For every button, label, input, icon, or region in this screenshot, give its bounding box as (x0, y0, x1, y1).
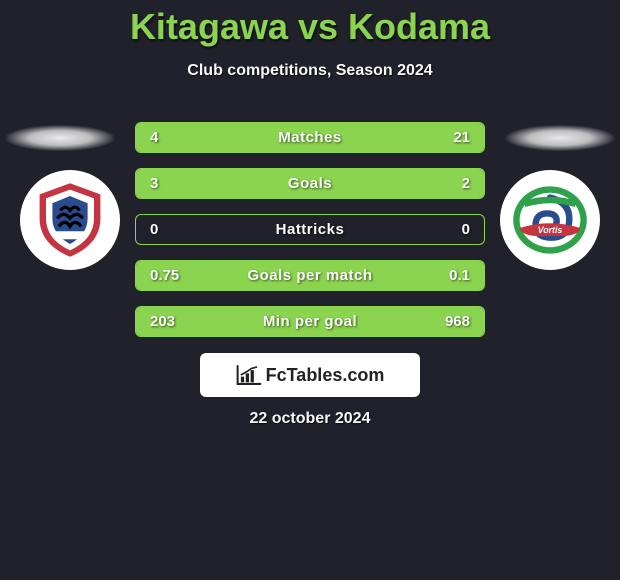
stat-label: Goals (136, 169, 484, 198)
asiatic-crest-icon (30, 180, 110, 260)
crest-shadow-right (505, 125, 615, 151)
tokushima-vortis-crest-icon: Vortis (510, 180, 590, 260)
crest-shadow-left (5, 125, 115, 151)
stat-row: 3 Goals 2 (135, 168, 485, 199)
team-crest-left (20, 170, 120, 270)
page-title: Kitagawa vs Kodama (0, 0, 620, 48)
stat-row: 203 Min per goal 968 (135, 306, 485, 337)
svg-text:Vortis: Vortis (538, 225, 563, 235)
stat-value-right: 0.1 (449, 261, 470, 290)
stat-row: 4 Matches 21 (135, 122, 485, 153)
date-text: 22 october 2024 (0, 410, 620, 428)
stat-label: Hattricks (136, 215, 484, 244)
stat-value-right: 2 (462, 169, 470, 198)
stat-row: 0.75 Goals per match 0.1 (135, 260, 485, 291)
stat-label: Goals per match (136, 261, 484, 290)
stat-row: 0 Hattricks 0 (135, 214, 485, 245)
page-subtitle: Club competitions, Season 2024 (0, 62, 620, 80)
chart-icon (236, 364, 262, 386)
team-crest-right: Vortis (500, 170, 600, 270)
stat-value-right: 21 (453, 123, 470, 152)
brand-badge: FcTables.com (200, 353, 420, 397)
stat-value-right: 968 (445, 307, 470, 336)
stat-label: Matches (136, 123, 484, 152)
comparison-bars: 4 Matches 21 3 Goals 2 0 Hattricks 0 0.7… (135, 122, 485, 352)
brand-text: FcTables.com (266, 365, 385, 386)
stat-value-right: 0 (462, 215, 470, 244)
stat-label: Min per goal (136, 307, 484, 336)
